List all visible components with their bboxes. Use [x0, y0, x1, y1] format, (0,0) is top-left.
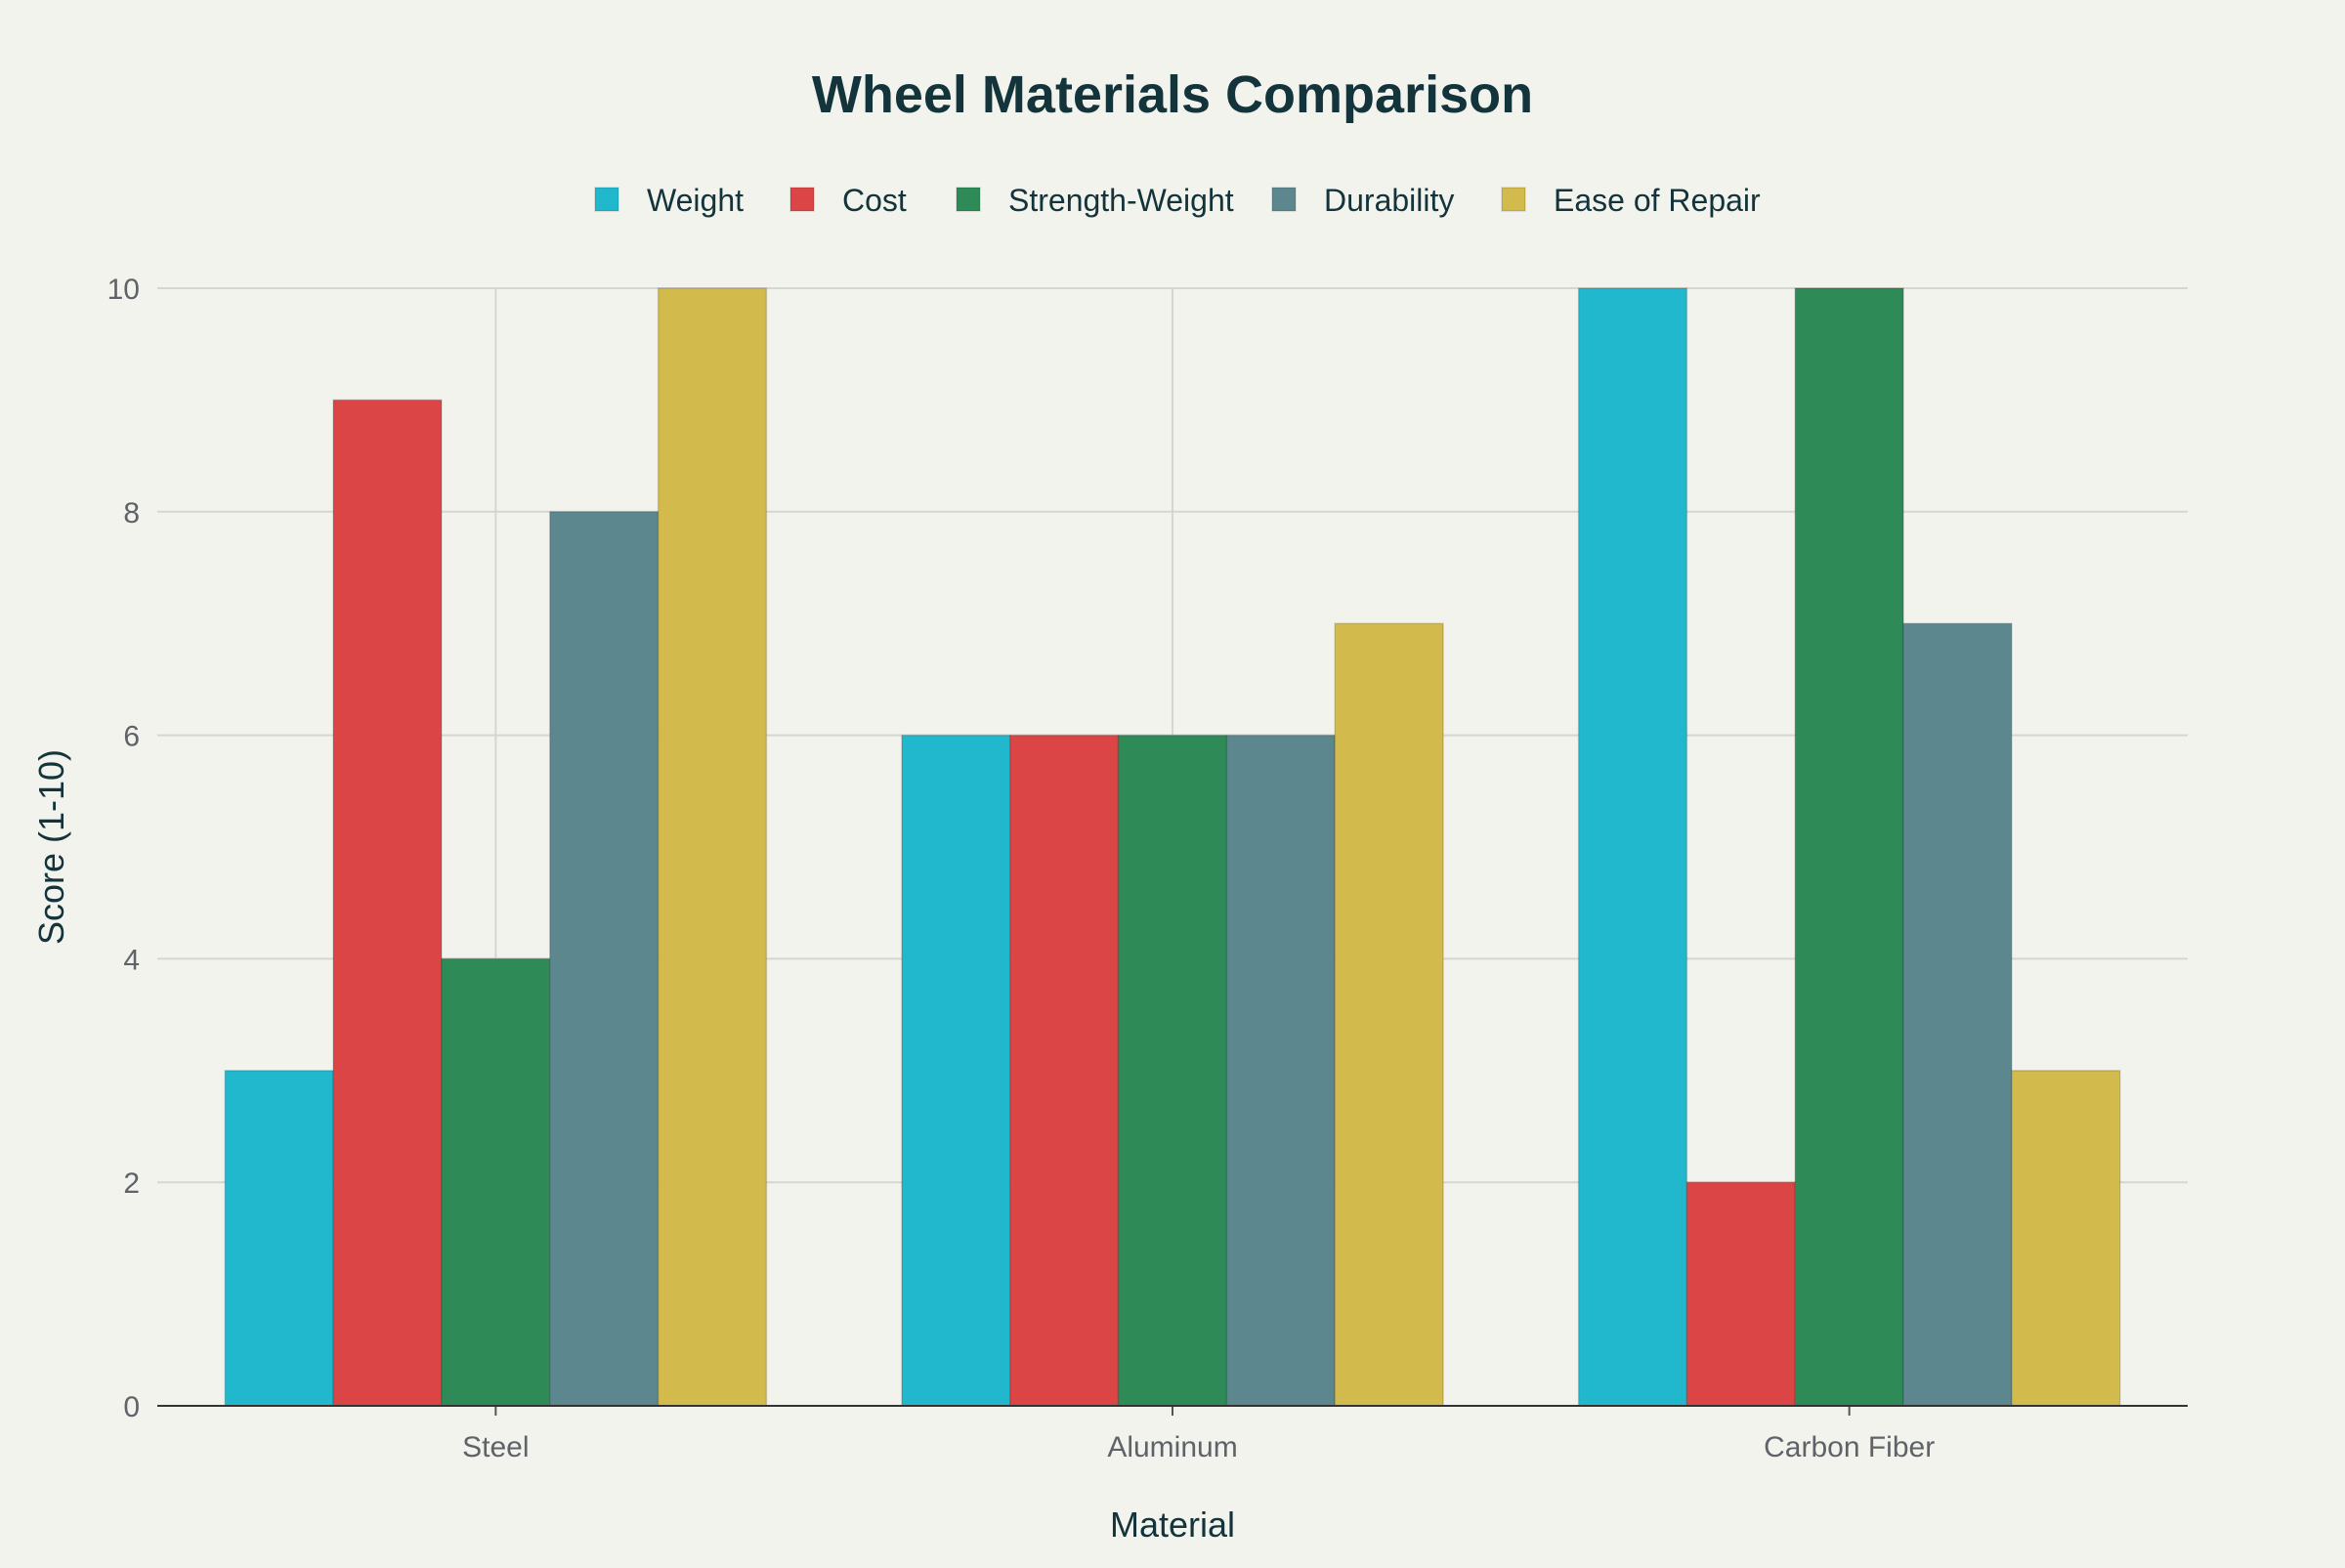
y-axis-title: Score (1-10) [31, 749, 71, 945]
bar-ease-of-repair-steel [657, 287, 768, 1407]
y-tick-label: 10 [107, 274, 140, 306]
y-tick-label: 2 [123, 1167, 140, 1200]
chart-title: Wheel Materials Comparison [812, 65, 1533, 124]
bar-cost-aluminum [1009, 734, 1120, 1407]
x-tick-label: Steel [462, 1431, 529, 1463]
bar-weight-carbon-fiber [1577, 287, 1688, 1407]
x-tick-label: Aluminum [1107, 1431, 1237, 1463]
bar-weight-aluminum [901, 734, 1011, 1407]
bar-cost-carbon-fiber [1685, 1181, 1797, 1407]
legend-label: Cost [842, 183, 907, 218]
bars [224, 287, 2121, 1407]
bar-strength-weight-aluminum [1117, 734, 1228, 1407]
legend: Weight Cost Strength-Weight Durability Ease … [594, 183, 1761, 218]
axes: 0 2 4 6 8 10 Steel Aluminum Carbon Fiber [107, 274, 2188, 1463]
legend-swatch [789, 187, 815, 212]
x-tick-label: Carbon Fiber [1764, 1431, 1935, 1463]
bar-durability-carbon-fiber [1902, 622, 2013, 1407]
legend-item[interactable]: Strength-Weight [956, 183, 1234, 218]
y-tick-label: 6 [123, 721, 140, 753]
y-tick-label: 4 [123, 944, 140, 976]
legend-swatch [1271, 187, 1297, 212]
legend-label: Ease of Repair [1554, 183, 1761, 218]
legend-item[interactable]: Cost [789, 183, 907, 218]
bar-strength-weight-steel [441, 957, 551, 1407]
legend-label: Weight [647, 183, 744, 218]
legend-swatch [1501, 187, 1526, 212]
bar-ease-of-repair-aluminum [1334, 622, 1444, 1407]
bar-weight-steel [224, 1070, 334, 1407]
legend-swatch [956, 187, 981, 212]
bar-cost-steel [332, 399, 443, 1407]
bar-strength-weight-carbon-fiber [1794, 287, 1904, 1407]
legend-item[interactable]: Durability [1271, 183, 1454, 218]
legend-label: Strength-Weight [1008, 183, 1234, 218]
y-tick-label: 8 [123, 497, 140, 530]
bar-durability-aluminum [1225, 734, 1336, 1407]
bar-durability-steel [548, 511, 660, 1407]
bar-ease-of-repair-carbon-fiber [2011, 1070, 2121, 1407]
y-tick-label: 0 [123, 1391, 140, 1423]
legend-label: Durability [1324, 183, 1454, 218]
legend-swatch [594, 187, 619, 212]
x-axis-title: Material [1110, 1504, 1235, 1545]
legend-item[interactable]: Weight [594, 183, 744, 218]
legend-item[interactable]: Ease of Repair [1501, 183, 1761, 218]
